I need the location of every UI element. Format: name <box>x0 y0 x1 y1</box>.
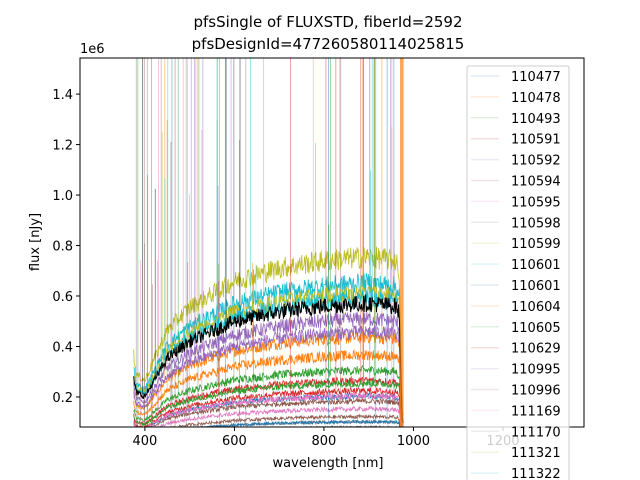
legend-label: 110591 <box>511 133 561 148</box>
series-110595-6 <box>157 58 402 427</box>
legend-entry: 110599 <box>471 237 561 252</box>
plot-area <box>133 58 404 427</box>
legend-entry: 110493 <box>471 112 561 127</box>
axis-ticks: 400600800100012000.20.40.60.81.01.21.4 <box>52 88 519 449</box>
series-110594-5 <box>133 58 402 427</box>
highlight-series <box>133 58 404 424</box>
legend-entry: 110996 <box>471 384 561 399</box>
legend-box <box>466 65 570 480</box>
series-110493-2-line <box>133 364 403 427</box>
y-tick-label: 0.4 <box>52 340 73 355</box>
series-110599-8-line <box>133 246 404 416</box>
legend-label: 110601 <box>511 258 561 273</box>
series-110605-12-line <box>133 378 403 427</box>
series-110601-9-line <box>133 273 404 420</box>
series-110598-7-line <box>187 418 400 427</box>
legend-entry: 111321 <box>471 446 561 461</box>
legend-entry: 110604 <box>471 300 561 315</box>
legend-label: 110594 <box>511 175 561 190</box>
series-110601-9 <box>133 58 404 420</box>
legend-label: 110601 <box>511 279 561 294</box>
series-110604-11-line <box>133 348 403 427</box>
chart-title-line2: pfsDesignId=4772605801140258​15 <box>192 35 465 53</box>
legend-entry: 110477 <box>471 70 561 85</box>
series-110629-13-line <box>133 386 402 427</box>
legend-entry: 111170 <box>471 425 561 440</box>
legend-label: 110493 <box>511 112 561 127</box>
series-110594-5-line <box>133 397 402 427</box>
legend-entry: 110478 <box>471 91 561 106</box>
legend-entry: 110595 <box>471 195 561 210</box>
x-tick-label: 600 <box>222 434 247 449</box>
legend-label: 110598 <box>511 216 561 231</box>
legend-entry: 110592 <box>471 154 561 169</box>
legend-label: 110995 <box>511 363 561 378</box>
series-110599-8 <box>133 58 404 416</box>
edge-band <box>400 58 404 427</box>
legend-entry: 110995 <box>471 363 561 378</box>
series-111170-17-line <box>253 424 398 427</box>
y-tick-label: 1.2 <box>52 139 73 154</box>
legend-entry: 110598 <box>471 216 561 231</box>
x-axis-label: wavelength [nm] <box>273 456 384 471</box>
legend-entry: 110594 <box>471 175 561 190</box>
legend-label: 110605 <box>511 321 561 336</box>
legend-entry: 111169 <box>471 404 561 419</box>
series-110595-6-line <box>157 405 402 427</box>
legend-entry: 110605 <box>471 321 561 336</box>
series-111169-16 <box>133 58 402 427</box>
series-110601-10-line <box>191 418 401 427</box>
series-110592-4-line <box>133 311 404 426</box>
highlight-series-line <box>133 293 404 424</box>
y-offset-label: 1e6 <box>80 42 105 57</box>
x-tick-label: 800 <box>312 434 337 449</box>
legend-entry: 111322 <box>471 467 561 480</box>
legend-label: 110599 <box>511 237 561 252</box>
y-tick-label: 0.6 <box>52 290 73 305</box>
series-110996-15 <box>143 58 401 427</box>
chart-title-line1: pfsSingle of FLUXSTD, fiberId=2592 <box>193 13 462 31</box>
legend-label: 110477 <box>511 70 561 85</box>
y-tick-label: 1.0 <box>52 189 73 204</box>
legend: 110477 110478 110493 110591 110592 110594 1105… <box>466 65 570 480</box>
legend-entry: 110601 <box>471 258 561 273</box>
axes-frame <box>79 57 585 428</box>
y-tick-label: 1.4 <box>52 88 73 103</box>
x-tick-label: 400 <box>132 434 157 449</box>
legend-label: 110996 <box>511 384 561 399</box>
series-110996-15-line <box>167 413 401 427</box>
series-110995-14 <box>133 58 404 427</box>
legend-entry: 110629 <box>471 342 561 357</box>
x-tick-label: 1000 <box>397 434 430 449</box>
legend-label: 110595 <box>511 195 561 210</box>
legend-label: 111321 <box>511 446 561 461</box>
y-tick-label: 0.2 <box>52 391 73 406</box>
legend-label: 111322 <box>511 467 561 480</box>
legend-label: 111169 <box>511 404 561 419</box>
legend-entry: 110601 <box>471 279 561 294</box>
y-axis-label: flux [nJy] <box>28 213 43 271</box>
y-tick-label: 0.8 <box>52 240 73 255</box>
legend-label: 110604 <box>511 300 561 315</box>
legend-label: 110592 <box>511 154 561 169</box>
legend-label: 110478 <box>511 91 561 106</box>
series-111169-16-line <box>133 392 402 427</box>
legend-entry: 110591 <box>471 133 561 148</box>
series-110995-14-line <box>133 325 404 427</box>
legend-label: 110629 <box>511 342 561 357</box>
legend-label: 111170 <box>511 425 561 440</box>
